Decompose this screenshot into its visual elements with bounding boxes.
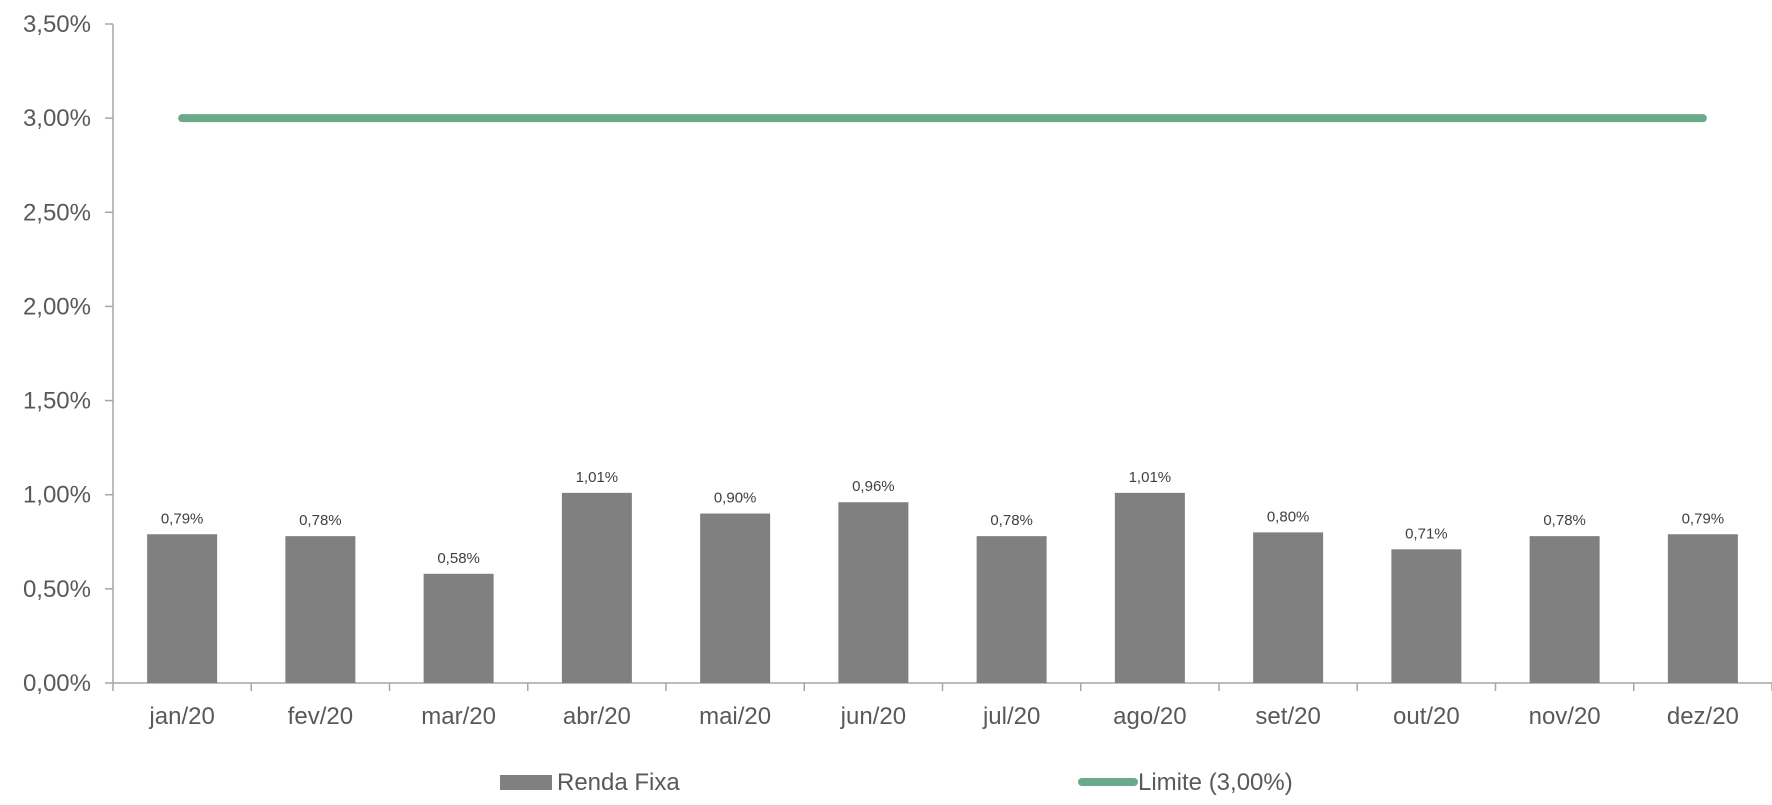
legend-swatch-renda-fixa bbox=[500, 775, 552, 790]
bar bbox=[1529, 536, 1600, 683]
legend-label-renda-fixa: Renda Fixa bbox=[557, 769, 680, 796]
bar-data-label: 1,01% bbox=[576, 469, 619, 486]
bar-data-label: 0,58% bbox=[437, 550, 480, 567]
bar bbox=[1667, 534, 1738, 683]
x-tick-label: nov/20 bbox=[1529, 703, 1601, 730]
x-tick-label: jul/20 bbox=[982, 703, 1040, 730]
x-tick-label: set/20 bbox=[1255, 703, 1320, 730]
bar-data-label: 0,80% bbox=[1267, 508, 1310, 525]
bar-data-label: 0,96% bbox=[852, 478, 895, 495]
bar bbox=[1391, 549, 1462, 683]
x-tick-label: dez/20 bbox=[1667, 703, 1739, 730]
legend-label-limite: Limite (3,00%) bbox=[1138, 769, 1293, 796]
bar-data-label: 0,71% bbox=[1405, 525, 1448, 542]
bar bbox=[700, 513, 771, 683]
y-tick-label: 0,00% bbox=[23, 670, 91, 697]
bar-data-label: 0,79% bbox=[161, 510, 204, 527]
bar-series-renda-fixa bbox=[147, 492, 1738, 683]
y-axis: 0,00% 0,50% 1,00% 1,50% 2,00% 2,50% 3,00% 3,50% bbox=[23, 11, 114, 697]
bar bbox=[1114, 492, 1185, 683]
bar-data-label: 0,78% bbox=[299, 512, 342, 529]
bar bbox=[423, 573, 494, 683]
x-axis: jan/20 fev/20 mar/20 abr/20 mai/20 jun/20 jul/… bbox=[112, 682, 1772, 730]
bar-data-label: 0,79% bbox=[1682, 510, 1725, 527]
bar bbox=[561, 492, 632, 683]
bar bbox=[838, 502, 909, 683]
bar-data-labels: 0,79% 0,78% 0,58% 1,01% 0,90% 0,96% 0,78% 1,01%… bbox=[161, 469, 1724, 567]
bar-data-label: 0,78% bbox=[1543, 512, 1586, 529]
bar-data-label: 0,78% bbox=[990, 512, 1033, 529]
legend: Renda Fixa Limite (3,00%) bbox=[500, 769, 1293, 796]
x-tick-label: jun/20 bbox=[840, 703, 906, 730]
y-tick-label: 3,50% bbox=[23, 11, 91, 38]
y-tick-label: 1,50% bbox=[23, 388, 91, 415]
x-tick-label: abr/20 bbox=[563, 703, 631, 730]
x-tick-label: mar/20 bbox=[421, 703, 496, 730]
y-tick-label: 2,00% bbox=[23, 293, 91, 320]
bar-data-label: 1,01% bbox=[1129, 469, 1172, 486]
x-tick-label: ago/20 bbox=[1113, 703, 1186, 730]
x-tick-label: jan/20 bbox=[148, 703, 214, 730]
bar bbox=[976, 536, 1047, 683]
bar bbox=[1253, 532, 1324, 683]
bar-data-label: 0,90% bbox=[714, 490, 757, 507]
y-tick-label: 0,50% bbox=[23, 576, 91, 603]
y-tick-label: 2,50% bbox=[23, 199, 91, 226]
x-tick-label: fev/20 bbox=[288, 703, 353, 730]
bar bbox=[285, 536, 356, 683]
x-tick-label: mai/20 bbox=[699, 703, 771, 730]
y-tick-label: 1,00% bbox=[23, 482, 91, 509]
x-tick-label: out/20 bbox=[1393, 703, 1460, 730]
y-tick-label: 3,00% bbox=[23, 105, 91, 132]
bar bbox=[147, 534, 218, 683]
